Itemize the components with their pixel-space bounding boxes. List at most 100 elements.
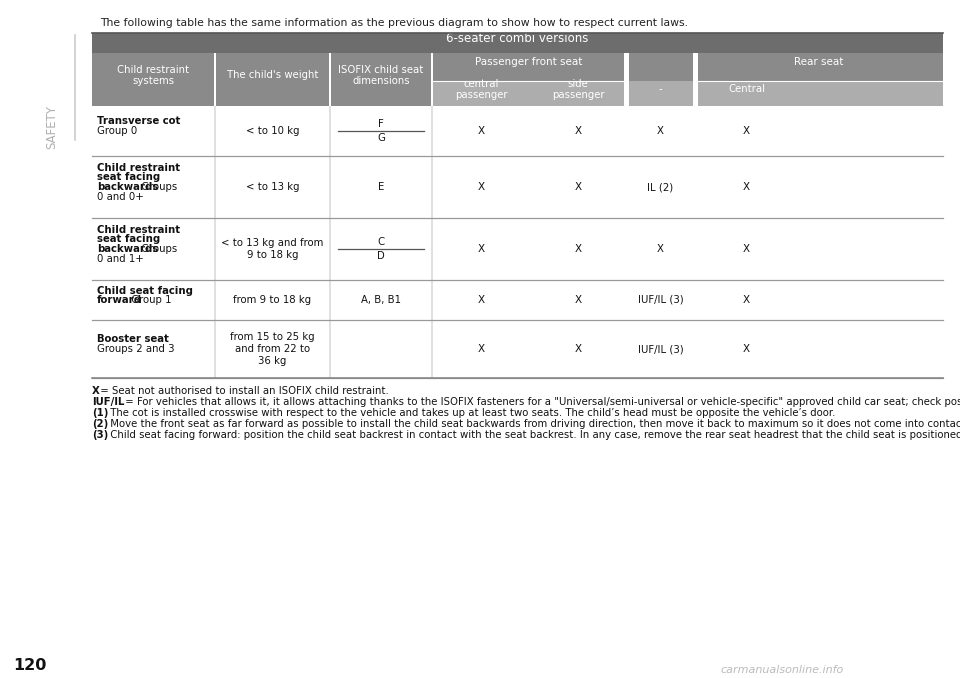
Bar	[624, 218, 629, 280]
Bar	[329, 106, 331, 156]
Text: X: X	[743, 244, 750, 254]
Text: X: X	[574, 126, 582, 136]
Bar	[329, 81, 331, 106]
Text: < to 13 kg and from
9 to 18 kg: < to 13 kg and from 9 to 18 kg	[222, 238, 324, 260]
Text: ISOFIX child seat
dimensions: ISOFIX child seat dimensions	[338, 64, 423, 86]
Bar	[693, 53, 698, 106]
Text: X: X	[657, 244, 664, 254]
Text: Booster seat: Booster seat	[97, 334, 169, 344]
Text: < to 10 kg: < to 10 kg	[246, 126, 300, 136]
Text: side
passenger: side passenger	[552, 79, 604, 100]
Bar	[329, 320, 331, 378]
Bar	[624, 106, 629, 156]
Text: The child's weight: The child's weight	[227, 71, 319, 81]
Bar	[92, 33, 943, 53]
Text: (1): (1)	[92, 408, 108, 418]
Bar	[431, 81, 433, 106]
Text: Move the front seat as far forward as possible to install the child seat backwar: Move the front seat as far forward as po…	[107, 419, 960, 429]
Bar	[693, 106, 698, 156]
Text: carmanualsonline.info: carmanualsonline.info	[720, 665, 843, 675]
Text: Child restraint: Child restraint	[97, 163, 180, 173]
Bar	[329, 53, 331, 106]
Text: D: D	[377, 251, 385, 261]
Bar	[693, 156, 698, 218]
Text: X: X	[477, 295, 485, 305]
Text: X: X	[92, 386, 100, 396]
Text: Child seat facing: Child seat facing	[97, 285, 193, 296]
Bar	[92, 156, 943, 218]
Bar	[92, 218, 943, 280]
Text: X: X	[477, 126, 485, 136]
Text: Child restraint
systems: Child restraint systems	[117, 64, 189, 86]
Text: Group 1: Group 1	[129, 295, 172, 305]
Bar	[92, 280, 943, 320]
Bar	[92, 81, 943, 106]
Bar	[329, 280, 331, 320]
Text: X: X	[743, 182, 750, 192]
Text: from 15 to 25 kg
and from 22 to
36 kg: from 15 to 25 kg and from 22 to 36 kg	[230, 332, 315, 365]
Bar	[329, 218, 331, 280]
Text: X: X	[657, 126, 664, 136]
Text: = For vehicles that allows it, it allows attaching thanks to the ISOFIX fastener: = For vehicles that allows it, it allows…	[122, 397, 960, 407]
Text: SAFETY: SAFETY	[45, 105, 59, 149]
Text: Groups 2 and 3: Groups 2 and 3	[97, 344, 175, 354]
Bar	[624, 156, 629, 218]
Bar	[693, 320, 698, 378]
Bar	[92, 106, 943, 156]
Text: Groups: Groups	[137, 244, 177, 254]
Bar	[92, 81, 432, 106]
Bar	[92, 53, 943, 106]
Text: Passenger front seat: Passenger front seat	[475, 57, 583, 67]
Text: (3): (3)	[92, 430, 108, 440]
Text: 120: 120	[13, 658, 47, 673]
Text: F: F	[378, 119, 384, 129]
Bar	[92, 320, 943, 378]
Bar	[214, 156, 216, 218]
Text: E: E	[378, 182, 384, 192]
Text: Group 0: Group 0	[97, 126, 137, 136]
Text: X: X	[743, 344, 750, 354]
Bar	[693, 218, 698, 280]
Bar	[214, 218, 216, 280]
Bar	[624, 320, 629, 378]
Text: Child seat facing forward: position the child seat backrest in contact with the : Child seat facing forward: position the …	[107, 430, 960, 440]
Text: IUF/IL: IUF/IL	[92, 397, 125, 407]
Text: G: G	[377, 133, 385, 143]
Bar	[214, 53, 216, 106]
Text: central
passenger: central passenger	[455, 79, 507, 100]
Text: X: X	[574, 295, 582, 305]
Text: X: X	[477, 344, 485, 354]
Text: IUF/IL (3): IUF/IL (3)	[637, 295, 684, 305]
Text: IL (2): IL (2)	[647, 182, 674, 192]
Bar	[624, 280, 629, 320]
Bar	[214, 81, 216, 106]
Text: Groups: Groups	[137, 182, 177, 192]
Text: Transverse cot: Transverse cot	[97, 117, 180, 127]
Bar	[624, 53, 629, 106]
Text: X: X	[574, 182, 582, 192]
Text: X: X	[574, 244, 582, 254]
Text: The following table has the same information as the previous diagram to show how: The following table has the same informa…	[100, 18, 688, 28]
Bar	[624, 81, 629, 106]
Text: A, B, B1: A, B, B1	[361, 295, 401, 305]
Text: backwards: backwards	[97, 244, 158, 254]
Bar	[431, 156, 433, 218]
Text: Rear seat: Rear seat	[794, 57, 844, 67]
Text: = Seat not authorised to install an ISOFIX child restraint.: = Seat not authorised to install an ISOF…	[97, 386, 389, 396]
Text: seat facing: seat facing	[97, 172, 160, 182]
Bar	[329, 156, 331, 218]
Bar	[693, 81, 698, 106]
Bar	[431, 106, 433, 156]
Text: 6-seater combi versions: 6-seater combi versions	[446, 33, 588, 45]
Bar	[214, 106, 216, 156]
Text: -: -	[659, 85, 662, 94]
Text: < to 13 kg: < to 13 kg	[246, 182, 300, 192]
Bar	[431, 218, 433, 280]
Text: 0 and 1+: 0 and 1+	[97, 254, 144, 264]
Text: X: X	[477, 182, 485, 192]
Text: 0 and 0+: 0 and 0+	[97, 191, 144, 201]
Text: Child restraint: Child restraint	[97, 225, 180, 235]
Text: Central: Central	[728, 85, 765, 94]
Text: from 9 to 18 kg: from 9 to 18 kg	[233, 295, 312, 305]
Text: X: X	[574, 344, 582, 354]
